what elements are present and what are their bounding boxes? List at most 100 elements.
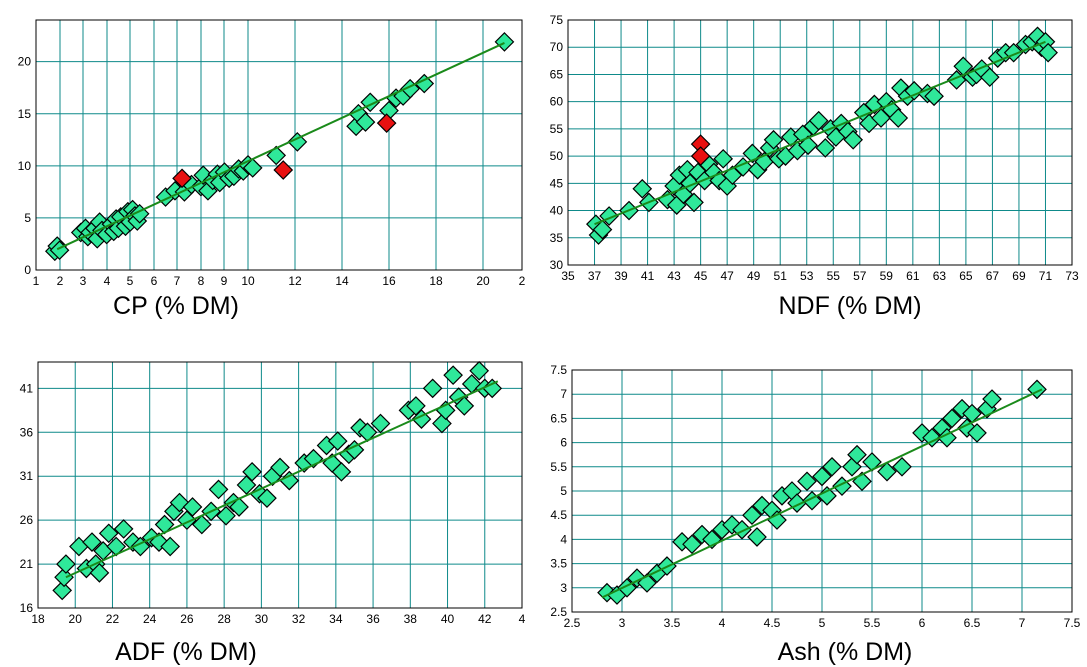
y-tick-label: 5 (560, 484, 567, 498)
data-point (843, 129, 864, 150)
x-tick-label: 2.5 (564, 616, 581, 630)
x-tick-label: 59 (880, 269, 894, 283)
ash-x-axis-title: Ash (% DM) (777, 638, 913, 666)
x-tick-label: 41 (641, 269, 655, 283)
data-point (812, 466, 832, 487)
data-point (327, 431, 348, 451)
data-point (89, 563, 110, 583)
x-tick-label: 36 (366, 612, 380, 626)
y-tick-label: 45 (550, 176, 564, 190)
x-tick-label: 5.5 (864, 616, 881, 630)
y-tick-label: 6.5 (550, 411, 567, 425)
data-point (54, 567, 74, 588)
data-point (747, 527, 767, 547)
data-point (454, 396, 475, 416)
y-tick-label: 50 (550, 149, 564, 163)
x-tick-label: 7 (1019, 616, 1026, 630)
x-tick-label: 38 (404, 612, 418, 626)
data-point (257, 488, 277, 509)
x-tick-label: 8 (198, 274, 205, 288)
x-tick-label: 24 (143, 612, 157, 626)
x-tick-label: 67 (986, 269, 1000, 283)
data-point (797, 471, 817, 492)
y-tick-label: 21 (20, 557, 34, 571)
x-tick-label: 4 (519, 612, 526, 626)
data-point (822, 456, 842, 477)
data-point (808, 110, 829, 131)
x-tick-label: 4 (719, 616, 726, 630)
outlier-point (273, 160, 294, 180)
data-point (208, 479, 229, 500)
x-tick-label: 57 (853, 269, 867, 283)
x-tick-label: 10 (241, 274, 255, 288)
x-tick-label: 4.5 (764, 616, 781, 630)
x-tick-label: 39 (614, 269, 628, 283)
y-tick-label: 65 (550, 67, 564, 81)
y-tick-label: 20 (18, 55, 32, 69)
x-tick-label: 5 (819, 616, 826, 630)
plot-frame (35, 19, 523, 271)
y-tick-label: 3 (560, 581, 567, 595)
data-point (52, 580, 73, 601)
data-point (979, 67, 1000, 88)
y-tick-label: 0 (24, 263, 31, 277)
y-tick-label: 35 (550, 231, 564, 245)
data-point (967, 423, 987, 443)
data-point (982, 389, 1002, 409)
data-point (592, 219, 613, 240)
plot-area (38, 362, 522, 608)
x-tick-label: 49 (747, 269, 761, 283)
x-tick-label: 43 (667, 269, 681, 283)
y-tick-label: 2.5 (550, 605, 567, 619)
y-tick-label: 4 (560, 532, 567, 546)
x-tick-label: 18 (31, 612, 45, 626)
y-tick-label: 4.5 (550, 508, 567, 522)
x-tick-label: 37 (588, 269, 602, 283)
x-tick-label: 40 (441, 612, 455, 626)
plot-frame (37, 361, 523, 609)
x-tick-label: 69 (1012, 269, 1026, 283)
y-tick-label: 5.5 (550, 460, 567, 474)
y-tick-label: 75 (550, 13, 564, 27)
x-tick-label: 1 (33, 274, 40, 288)
x-tick-label: 28 (217, 612, 231, 626)
trend-line (601, 388, 1043, 599)
x-tick-label: 4 (104, 274, 111, 288)
y-tick-label: 31 (20, 469, 34, 483)
adf-panel: 18 20 22 24 26 28 30 32 34 36 38 40 42 4 16 21 26 31 36 41 … (0, 340, 530, 666)
data-point (684, 192, 704, 213)
x-tick-label: 34 (329, 612, 343, 626)
data-point (1038, 42, 1058, 63)
ndf-panel: 35 37 39 41 43 45 47 49 51 53 55 57 59 61 63 65 67 69 71 73… (530, 0, 1087, 330)
x-tick-label: 55 (827, 269, 841, 283)
data-point (632, 178, 653, 199)
data-point (414, 73, 435, 94)
data-point (229, 497, 249, 517)
x-tick-label: 73 (1065, 269, 1079, 283)
data-point (82, 532, 102, 552)
data-point (242, 461, 262, 482)
data-point (469, 360, 490, 381)
data-point (182, 497, 203, 517)
plot-frame (567, 19, 1073, 266)
data-point (443, 365, 463, 386)
x-tick-label: 65 (959, 269, 973, 283)
trend-line (65, 380, 499, 579)
x-tick-label: 6.5 (964, 616, 981, 630)
x-tick-label: 3.5 (664, 616, 681, 630)
y-tick-label: 60 (550, 95, 564, 109)
data-point (242, 158, 263, 178)
y-tick-label: 55 (550, 122, 564, 136)
data-point (922, 427, 942, 448)
data-point (713, 148, 734, 169)
y-tick-label: 10 (18, 159, 32, 173)
data-point (270, 457, 290, 478)
x-tick-label: 35 (561, 269, 575, 283)
outlier-point (690, 146, 711, 166)
x-tick-label: 7 (174, 274, 181, 288)
x-tick-label: 32 (292, 612, 306, 626)
data-point (682, 534, 702, 555)
trend-line (594, 40, 1046, 226)
trend-line (56, 42, 505, 251)
y-tick-label: 40 (550, 204, 564, 218)
